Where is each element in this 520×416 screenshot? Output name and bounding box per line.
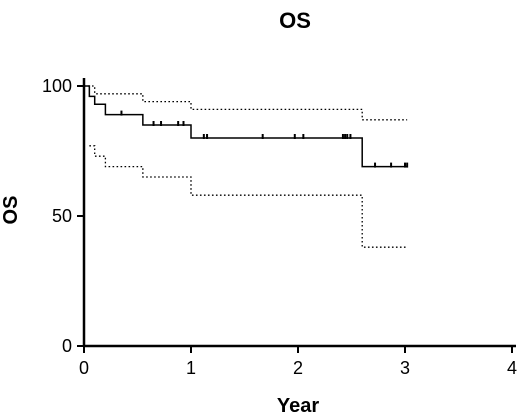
x-tick-label: 0 bbox=[79, 358, 89, 378]
censor-marks-layer bbox=[120, 110, 409, 168]
x-tick-label: 3 bbox=[400, 358, 410, 378]
y-axis-label: OS bbox=[0, 196, 22, 225]
y-tick-label: 100 bbox=[42, 76, 72, 96]
x-axis-label: Year bbox=[277, 395, 319, 416]
survival-curve bbox=[84, 85, 408, 168]
x-tick-label: 4 bbox=[507, 358, 517, 378]
lower-ci-line bbox=[89, 145, 408, 248]
survival-curve-layer bbox=[84, 85, 408, 168]
x-axis-ticks: 0 1 2 3 4 bbox=[79, 346, 517, 378]
chart-title: OS bbox=[279, 8, 311, 33]
y-axis-ticks: 0 50 100 bbox=[42, 76, 84, 356]
y-tick-label: 0 bbox=[62, 336, 72, 356]
x-tick-label: 2 bbox=[293, 358, 303, 378]
y-tick-label: 50 bbox=[52, 206, 72, 226]
confidence-interval-layer bbox=[84, 85, 408, 248]
x-tick-label: 1 bbox=[186, 358, 196, 378]
